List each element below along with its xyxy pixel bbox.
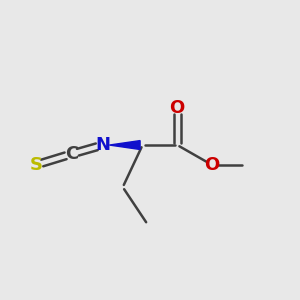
Text: S: S (30, 156, 43, 174)
Text: O: O (169, 99, 185, 117)
Text: O: O (204, 156, 220, 174)
Polygon shape (110, 141, 140, 149)
Text: N: N (95, 136, 110, 154)
Text: C: C (65, 145, 78, 163)
